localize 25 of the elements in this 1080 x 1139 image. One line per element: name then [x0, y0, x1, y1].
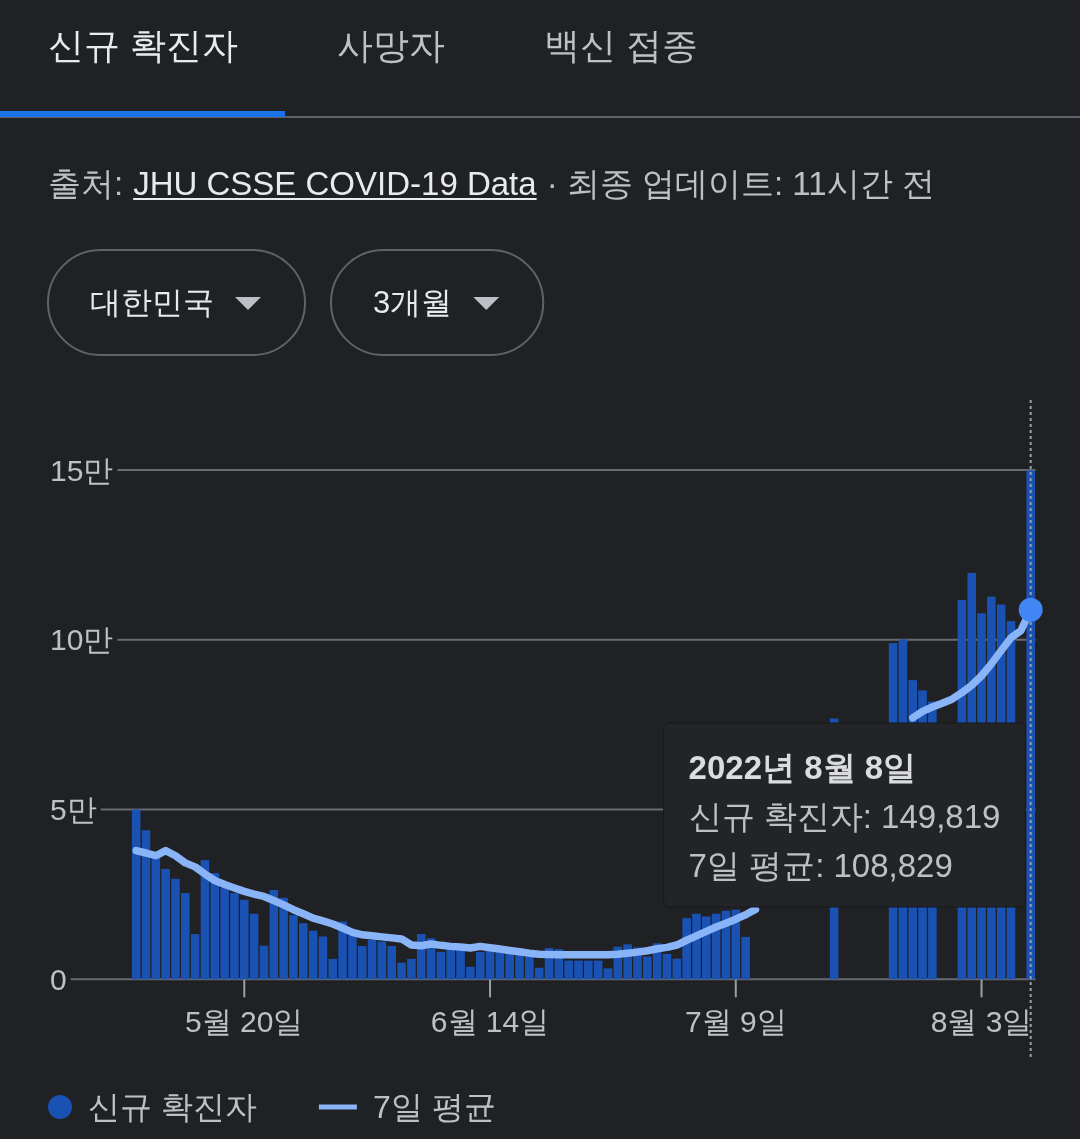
y-tick-label: 10만: [50, 623, 114, 657]
text: JHU CSSE COVID-19 Data: [133, 164, 538, 202]
text: 사망자: [337, 24, 446, 66]
y-tick-label: 0: [50, 962, 67, 996]
x-tick-label: 5월 20일: [185, 1004, 304, 1038]
text: 백신 접종: [544, 24, 699, 66]
text: 3개월: [373, 284, 453, 320]
y-tick-label: 15만: [50, 453, 114, 487]
source-note: 출처:: [48, 164, 124, 202]
x-tick-label: 8월 3일: [930, 1004, 1033, 1038]
legend-label: 7일 평균: [372, 1089, 496, 1125]
annotation: 신규 확진자: 149,819: [688, 797, 1001, 835]
text: · 최종 업데이트: 11시간 전: [546, 164, 935, 202]
annotation: 7일 평균: 108,829: [688, 846, 953, 884]
bar: [131, 809, 141, 980]
bar: [259, 945, 269, 980]
x-tick-label: 6월 14일: [430, 1004, 550, 1038]
text: 대한민국: [90, 284, 214, 320]
x-tick-label: 7월 9일: [684, 1004, 787, 1038]
bar: [662, 953, 672, 980]
legend-label: 신규 확진자: [88, 1089, 257, 1125]
chart-title: 신규 확진자: [48, 24, 239, 66]
bar: [603, 968, 613, 980]
y-tick-label: 5만: [50, 793, 97, 827]
annotation: 2022년 8월 8일: [688, 748, 917, 786]
